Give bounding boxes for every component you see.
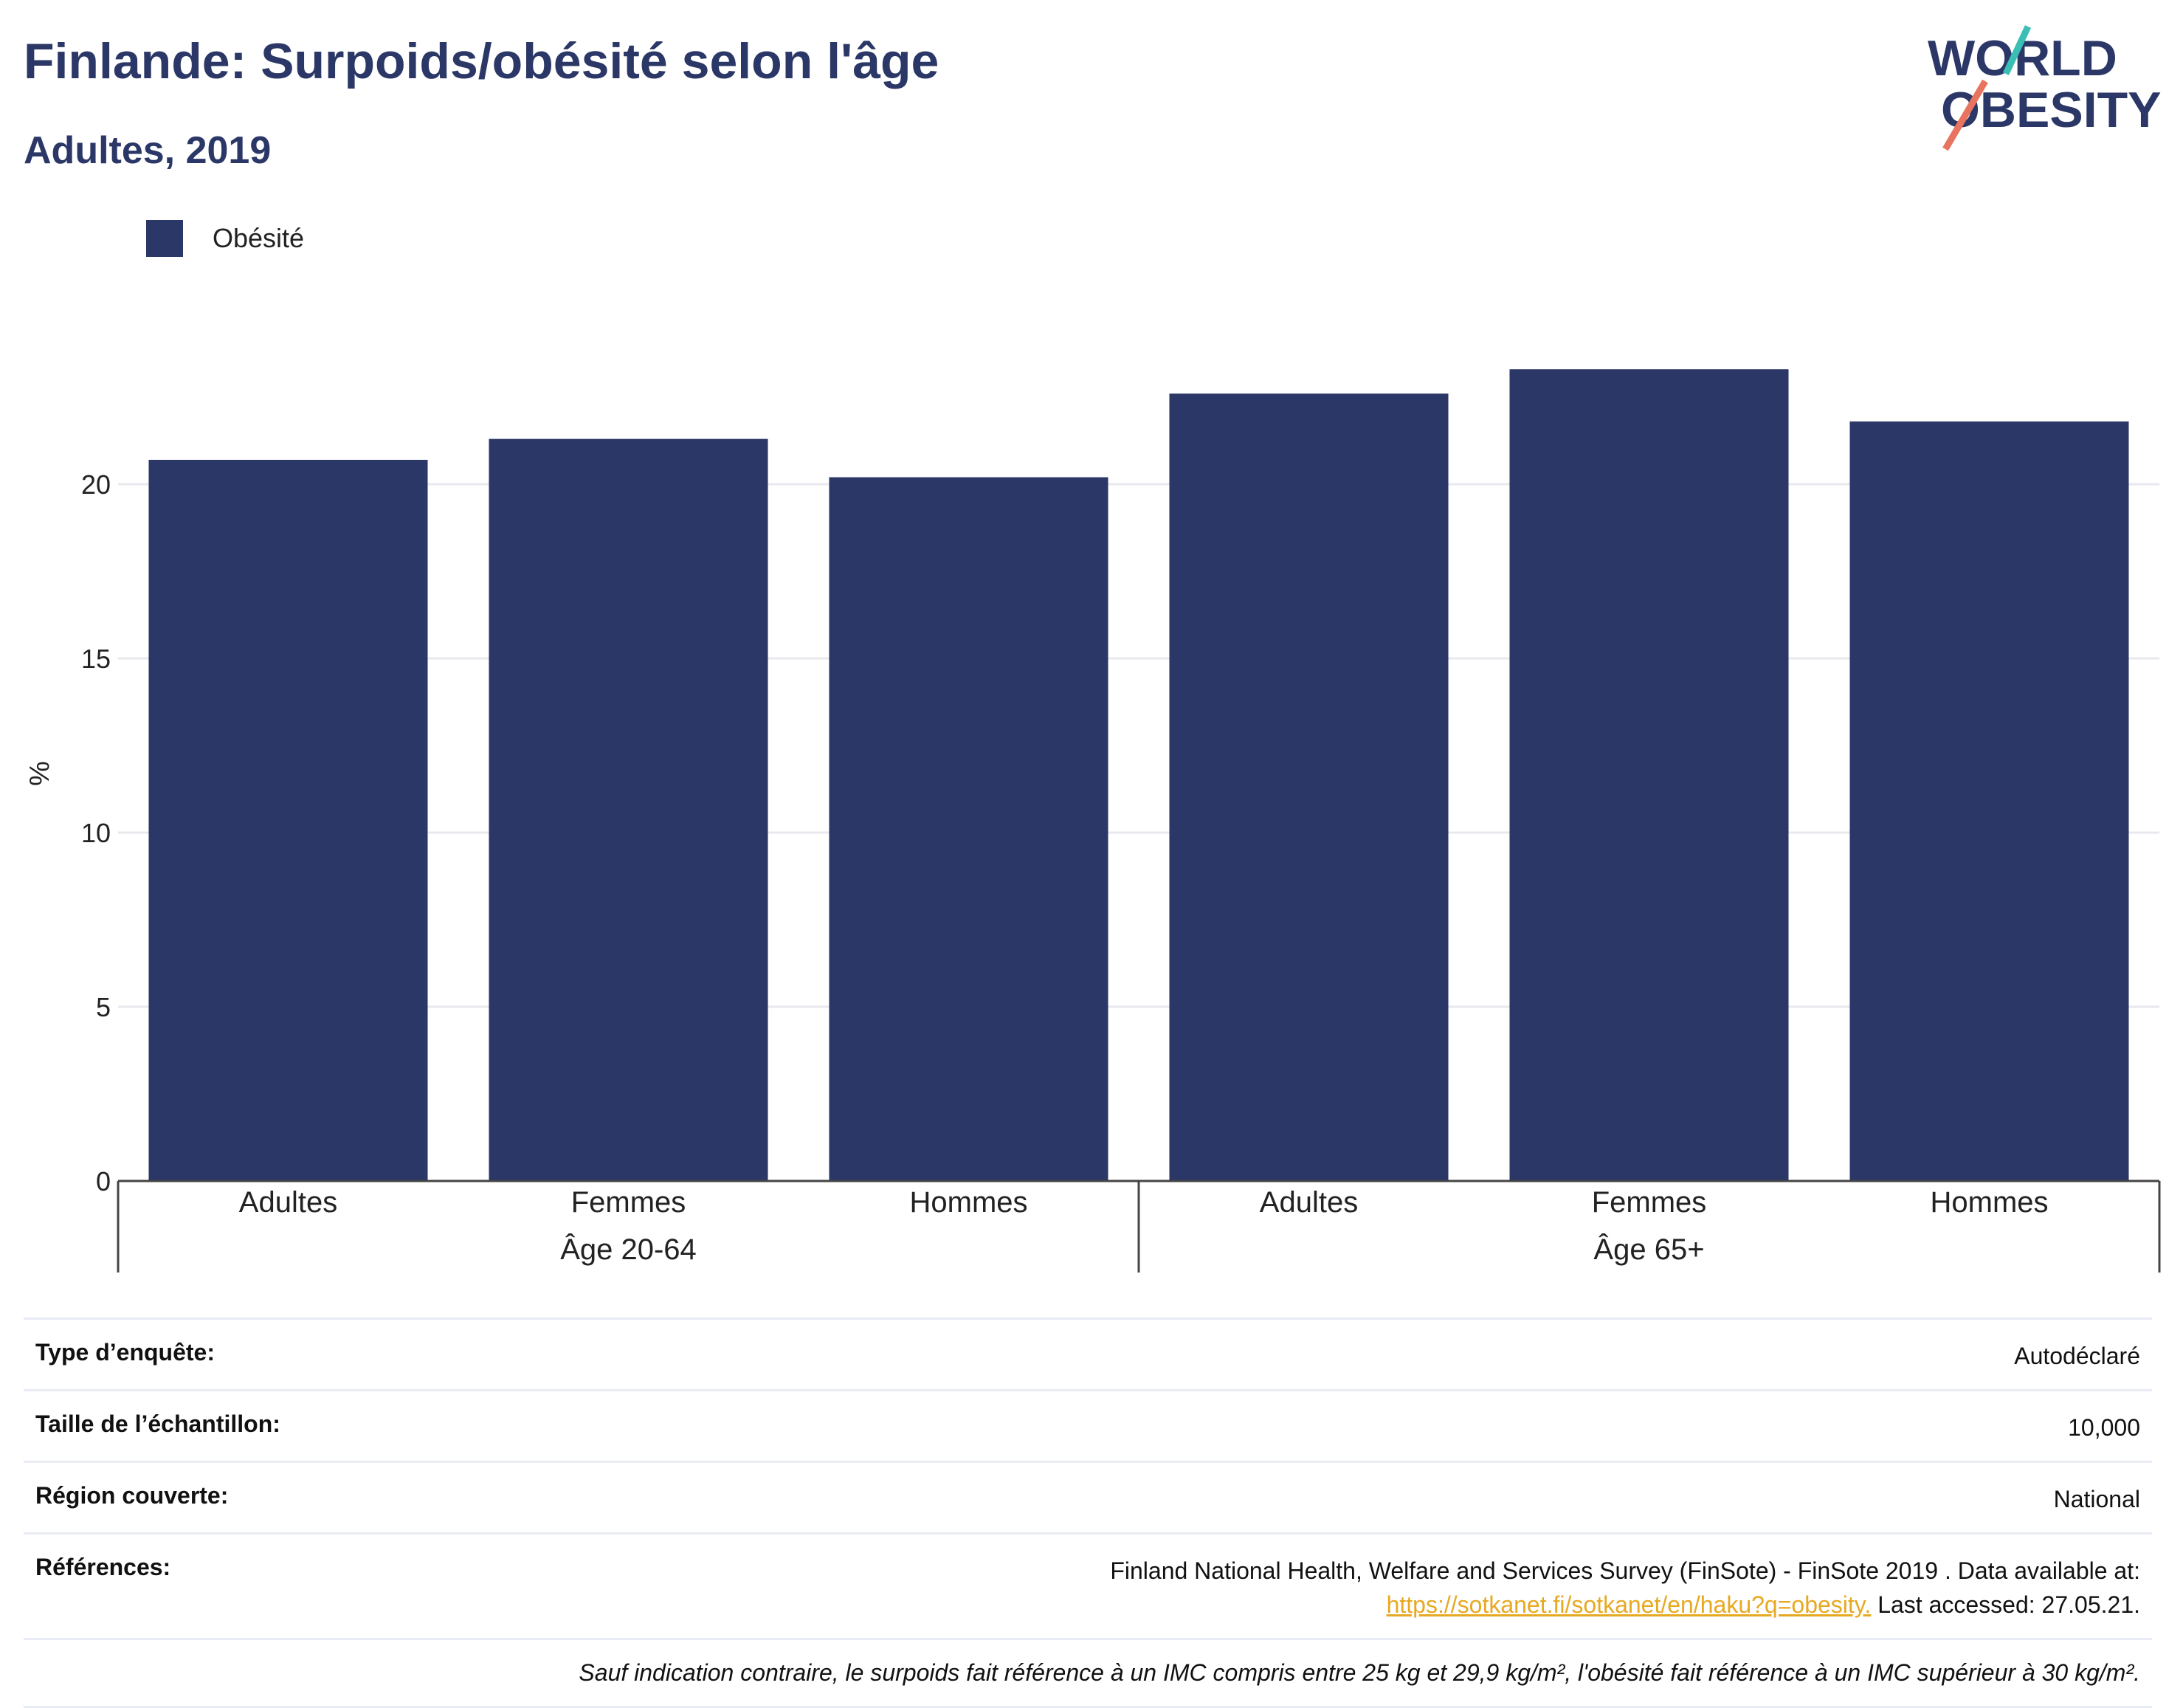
chart-title: Finlande: Surpoids/obésité selon l'âge bbox=[24, 33, 939, 89]
chart-subtitle: Adultes, 2019 bbox=[24, 129, 272, 172]
axes: 0 5 10 15 20 Adultes Femmes Hommes Adultes Femmes… bbox=[81, 469, 2161, 1273]
x-tick-label: Hommes bbox=[909, 1186, 1027, 1219]
references-label: Références: bbox=[35, 1554, 171, 1580]
bar[interactable] bbox=[148, 459, 428, 1181]
bmi-definition-note: Sauf indication contraire, le surpoids f… bbox=[579, 1659, 2140, 1686]
references-value: Finland National Health, Welfare and Ser… bbox=[456, 1534, 2152, 1639]
logo-slash-teal bbox=[2002, 25, 2032, 75]
table-row: Références: Finland National Health, Wel… bbox=[24, 1533, 2152, 1639]
region-value: National bbox=[2053, 1486, 2140, 1512]
logo-slash-coral bbox=[1942, 79, 1988, 151]
sample-size-label: Taille de l’échantillon: bbox=[35, 1411, 280, 1437]
bar[interactable] bbox=[1849, 421, 2129, 1181]
bar-chart: 0 5 10 15 20 Adultes Femmes Hommes Adultes Femmes… bbox=[24, 369, 2161, 1273]
y-tick-label: 5 bbox=[96, 992, 111, 1022]
region-label: Région couverte: bbox=[35, 1482, 229, 1509]
bar[interactable] bbox=[829, 477, 1108, 1181]
x-tick-label: Adultes bbox=[1260, 1186, 1358, 1219]
y-tick-label: 10 bbox=[81, 818, 111, 848]
x-tick-label: Hommes bbox=[1930, 1186, 2048, 1219]
y-axis-label: % bbox=[24, 761, 55, 786]
table-row: Région couverte: National bbox=[24, 1461, 2152, 1534]
group-label: Âge 20-64 bbox=[560, 1233, 697, 1266]
survey-type-value: Autodéclaré bbox=[2014, 1343, 2140, 1369]
bar[interactable] bbox=[1509, 369, 1789, 1181]
bar[interactable] bbox=[1169, 393, 1449, 1181]
x-tick-label: Femmes bbox=[571, 1186, 686, 1219]
references-link[interactable]: https://sotkanet.fi/sotkanet/en/haku?q=o… bbox=[1386, 1591, 1872, 1618]
survey-info-table: Type d’enquête: Autodéclaré Taille de l’… bbox=[24, 1318, 2152, 1708]
survey-type-label: Type d’enquête: bbox=[35, 1339, 215, 1366]
legend[interactable]: Obésité bbox=[146, 220, 304, 257]
group-label: Âge 65+ bbox=[1593, 1233, 1704, 1266]
x-tick-label: Femmes bbox=[1592, 1186, 1707, 1219]
bars bbox=[148, 369, 2129, 1181]
y-tick-label: 20 bbox=[81, 469, 111, 500]
table-row: Sauf indication contraire, le surpoids f… bbox=[24, 1639, 2152, 1707]
references-suffix: Last accessed: 27.05.21. bbox=[1877, 1591, 2140, 1618]
legend-swatch bbox=[146, 220, 183, 257]
world-obesity-logo: WORLD OBESITY bbox=[1928, 25, 2162, 151]
legend-label: Obésité bbox=[213, 223, 305, 253]
gridlines bbox=[118, 483, 2159, 1008]
y-tick-label: 0 bbox=[96, 1166, 111, 1196]
sample-size-value: 10,000 bbox=[2068, 1414, 2140, 1441]
bar[interactable] bbox=[489, 438, 768, 1181]
table-row: Taille de l’échantillon: 10,000 bbox=[24, 1390, 2152, 1462]
table-row: Type d’enquête: Autodéclaré bbox=[24, 1318, 2152, 1391]
y-tick-label: 15 bbox=[81, 644, 111, 674]
x-tick-label: Adultes bbox=[239, 1186, 337, 1219]
references-text: Finland National Health, Welfare and Ser… bbox=[1110, 1557, 2140, 1584]
